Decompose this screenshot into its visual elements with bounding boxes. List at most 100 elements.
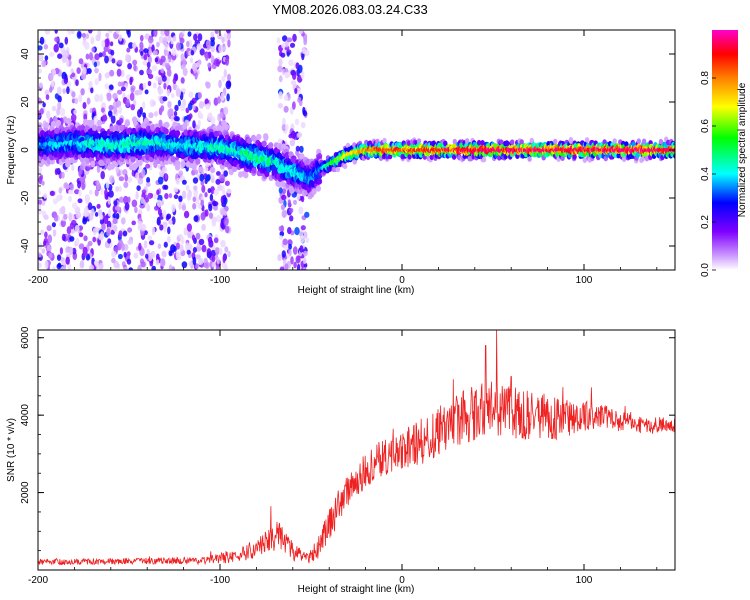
- spectrogram-cell: [71, 72, 76, 78]
- spectrogram-cell: [144, 89, 149, 95]
- spectrogram-cell: [170, 92, 175, 99]
- spectrogram-cell: [51, 222, 57, 228]
- spectrogram-cell: [568, 137, 574, 143]
- spectrogram-cell: [132, 42, 137, 49]
- spectrogram-cell: [85, 210, 90, 217]
- spectrogram-cell: [117, 89, 123, 95]
- spectrogram-cell: [142, 60, 148, 66]
- spectrogram-cell: [129, 92, 135, 101]
- spectrogram-cell: [182, 122, 188, 130]
- spectrogram-cell: [303, 37, 308, 46]
- spectrogram-cell: [101, 114, 108, 122]
- spectrogram-cell: [141, 168, 146, 178]
- spectrogram-cell: [224, 180, 230, 186]
- spectrogram-cell: [175, 88, 182, 97]
- spectrogram-cell: [180, 87, 186, 93]
- spectrogram-cell: [208, 112, 213, 119]
- spectrogram-cell: [54, 30, 58, 34]
- spectrogram-cell: [63, 213, 68, 220]
- spectrogram-cell: [52, 229, 57, 237]
- spectrogram-cell: [163, 184, 169, 190]
- spectrogram-cell: [95, 34, 101, 42]
- spectrogram-cell: [227, 73, 231, 82]
- spectrogram-cell: [74, 189, 80, 195]
- spectrogram-cell: [147, 192, 153, 200]
- spectrogram-cell: [134, 206, 138, 214]
- spectrogram-cell: [127, 62, 132, 70]
- spectrogram-cell: [127, 227, 133, 233]
- spectrogram-cell: [225, 80, 232, 90]
- spectrogram-cell: [451, 154, 457, 160]
- spectrogram-cell: [152, 50, 158, 56]
- spectrogram-cell: [160, 30, 166, 36]
- spectrogram-cell: [223, 123, 229, 131]
- spectrogram-cell: [295, 255, 301, 264]
- spectrogram-cell: [56, 86, 62, 96]
- spectrogram-cell: [279, 266, 285, 270]
- spectrogram-cell: [149, 260, 154, 267]
- spectrogram-cell: [198, 166, 204, 173]
- spectrogram-cell: [197, 33, 203, 42]
- spectrogram-cell: [192, 120, 196, 129]
- spectrogram-cell: [130, 156, 136, 163]
- spectrogram-cell: [105, 158, 111, 165]
- spectrogram-cell: [110, 229, 115, 235]
- spectrogram-cell: [156, 189, 160, 196]
- spectrogram-cell: [251, 167, 257, 174]
- spectrogram-cell: [116, 68, 122, 77]
- spectrogram-cell: [88, 81, 93, 89]
- spectrogram-cell: [66, 86, 70, 95]
- spectrogram-cell: [216, 58, 220, 67]
- spectrogram-cell: [78, 94, 83, 103]
- spectrogram-cell: [205, 174, 211, 182]
- spectrogram-cell: [40, 229, 44, 235]
- spectrogram-cell: [278, 225, 284, 232]
- spectrogram-cell: [69, 227, 75, 234]
- spectrogram-cell: [582, 157, 587, 163]
- spectrogram-cell: [223, 32, 227, 41]
- spectrogram-cell: [195, 158, 201, 165]
- spectrogram-cell: [278, 75, 283, 83]
- spectrogram-cell: [146, 249, 150, 255]
- spectrogram-cell: [109, 69, 115, 77]
- spectrogram-cell: [316, 178, 323, 185]
- spectrogram-cell: [119, 124, 125, 131]
- spectrogram-cell: [158, 88, 164, 95]
- spectrogram-cell: [102, 130, 108, 137]
- spectrogram-cell: [173, 110, 178, 117]
- spectrogram-cell: [207, 236, 213, 244]
- spectrogram-cell: [263, 133, 269, 140]
- spectrogram-cell: [168, 219, 173, 225]
- spectrogram-cell: [73, 109, 78, 115]
- spectrogram-cell: [499, 139, 504, 145]
- spectrogram-cell: [139, 83, 144, 92]
- spectrogram-cell: [612, 138, 617, 144]
- spectrogram-cell: [529, 137, 534, 144]
- spectrogram-cell: [298, 206, 304, 215]
- spectrogram-cell: [283, 105, 289, 113]
- spectrogram-cell: [217, 184, 223, 191]
- spectrogram-cell: [65, 117, 71, 125]
- spectrogram-cell: [296, 192, 301, 201]
- spectrogram-cell: [128, 42, 134, 49]
- spectrogram-cell: [155, 259, 160, 266]
- spectrogram-cell: [163, 82, 167, 90]
- spectrogram-cell: [104, 72, 110, 79]
- spectrogram-cell: [199, 173, 205, 182]
- spectrogram-cell: [194, 196, 200, 205]
- spectrogram-cell: [156, 199, 162, 208]
- spectrogram-cell: [443, 140, 448, 147]
- spectrogram-cell: [175, 178, 180, 185]
- spectrogram-cell: [192, 177, 199, 184]
- spectrogram-cell: [200, 180, 205, 186]
- spectrogram-cell: [165, 50, 170, 56]
- spectrogram-cell: [140, 34, 144, 42]
- spectrogram-cell: [210, 249, 216, 257]
- spectrogram-cell: [102, 51, 106, 57]
- spectrogram-cell: [53, 214, 59, 222]
- spectrogram-cell: [278, 58, 283, 67]
- spectrogram-cell: [68, 189, 74, 195]
- spectrogram-cell: [382, 137, 387, 144]
- spectrogram-cell: [162, 209, 167, 219]
- spectrogram-cell: [243, 172, 249, 179]
